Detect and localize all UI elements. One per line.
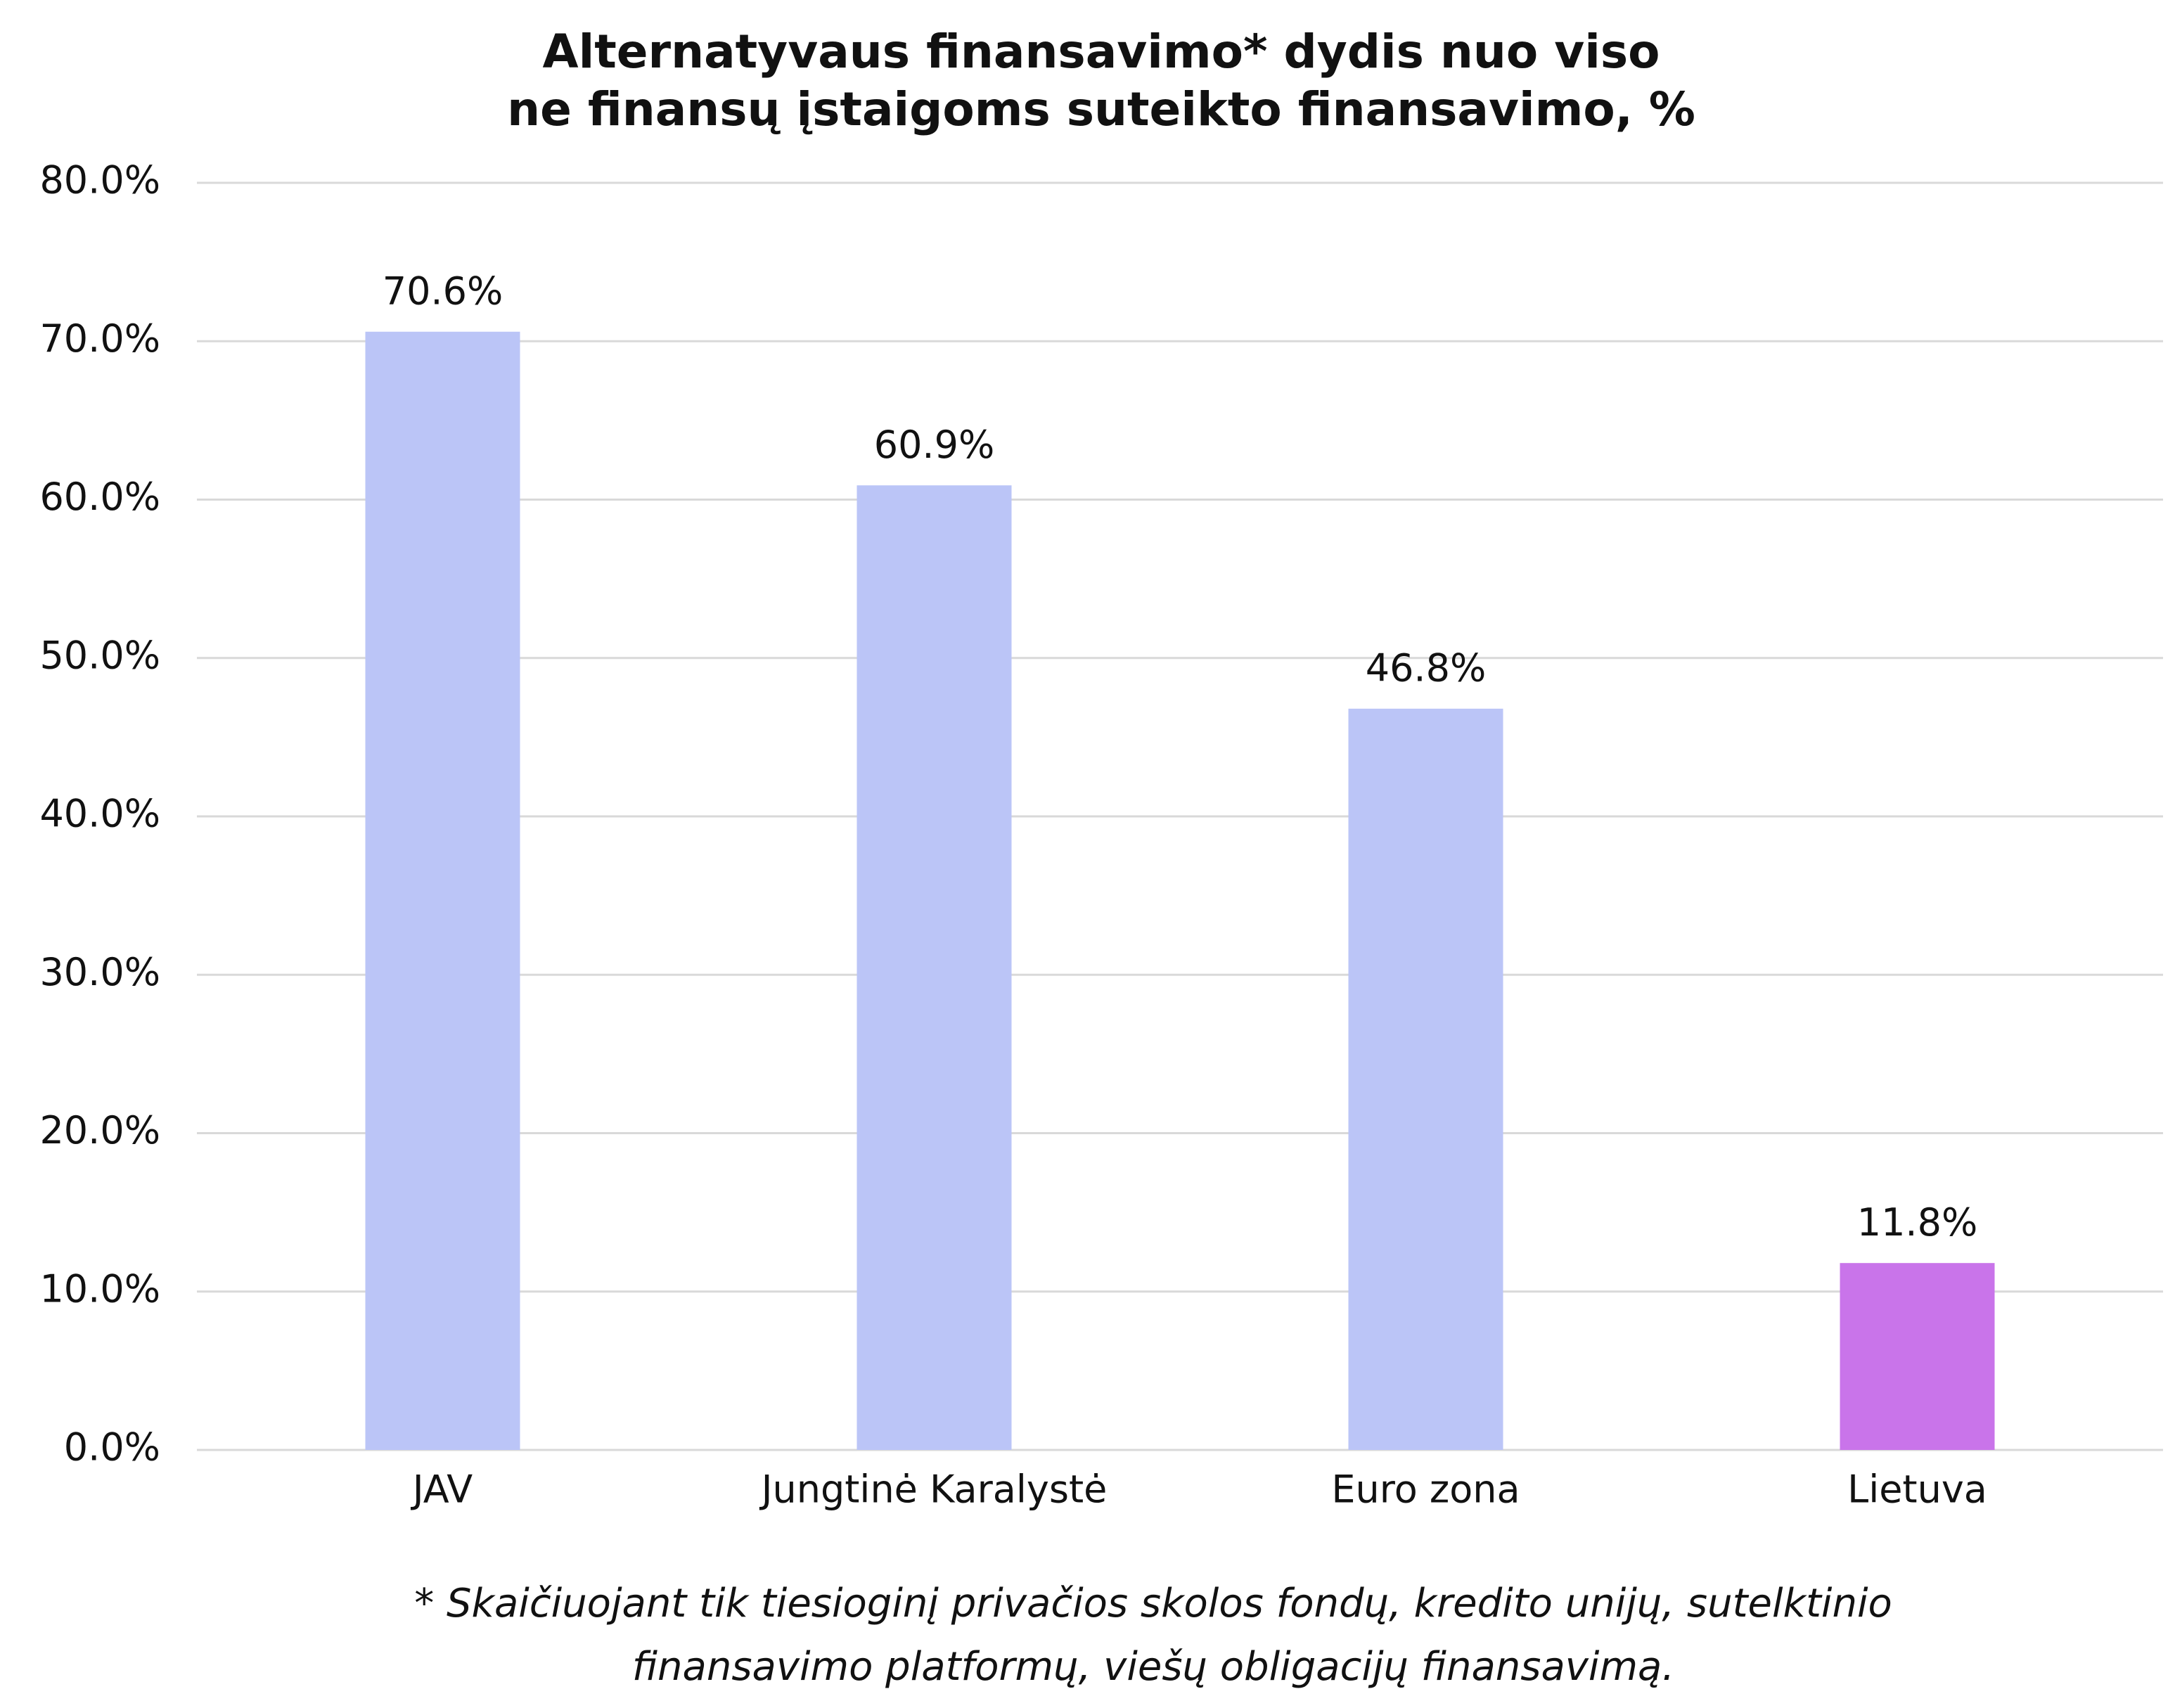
bar: [1348, 708, 1503, 1450]
y-tick-label: 0.0%: [64, 1425, 160, 1470]
y-tick-label: 70.0%: [39, 316, 160, 361]
chart-title: ne finansų įstaigoms suteikto finansavim…: [507, 82, 1695, 136]
y-tick-label: 80.0%: [39, 158, 160, 203]
value-label: 70.6%: [383, 269, 503, 313]
x-tick-label: Jungtinė Karalystė: [759, 1468, 1108, 1512]
value-label: 60.9%: [874, 423, 995, 467]
bar: [856, 485, 1012, 1450]
bar: [365, 331, 520, 1450]
y-tick-label: 30.0%: [39, 950, 160, 994]
chart-title: Alternatyvaus finansavimo* dydis nuo vis…: [543, 25, 1660, 79]
footnote: finansavimo platformų, viešų obligacijų …: [632, 1644, 1674, 1690]
value-label: 46.8%: [1366, 646, 1487, 690]
y-tick-label: 60.0%: [39, 475, 160, 519]
y-tick-label: 50.0%: [39, 633, 160, 677]
y-tick-label: 10.0%: [39, 1266, 160, 1311]
x-tick-label: Euro zona: [1331, 1468, 1520, 1512]
bar: [1840, 1263, 1995, 1450]
value-label: 11.8%: [1857, 1200, 1978, 1245]
x-tick-label: JAV: [411, 1468, 473, 1512]
x-tick-label: Lietuva: [1847, 1468, 1987, 1512]
y-tick-label: 40.0%: [39, 792, 160, 836]
footnote: * Skaičiuojant tik tiesioginį privačios …: [414, 1581, 1892, 1626]
y-tick-label: 20.0%: [39, 1108, 160, 1152]
